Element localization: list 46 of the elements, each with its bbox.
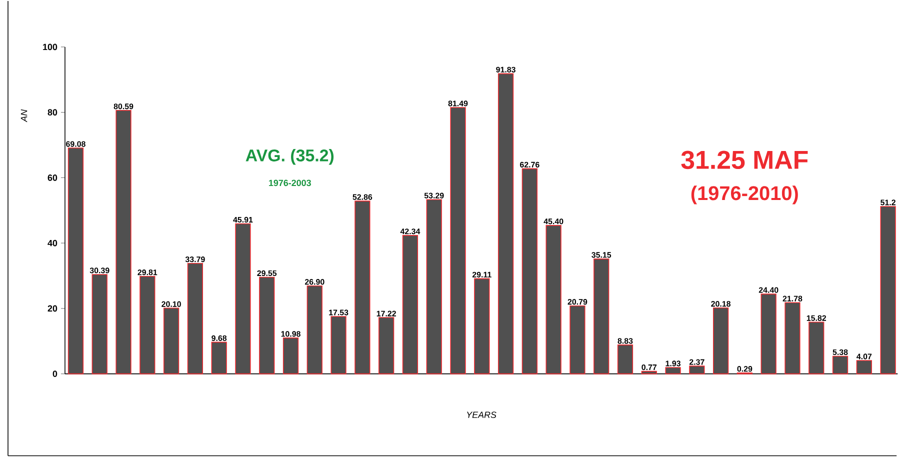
bar — [402, 235, 418, 374]
annotation: 1976-2003 — [269, 180, 311, 186]
x-axis-title: YEARS — [467, 412, 496, 418]
bar — [760, 294, 776, 374]
bar — [259, 276, 275, 374]
bar — [450, 107, 466, 374]
bar — [546, 225, 562, 374]
bar — [116, 110, 132, 374]
annotation: 31.25 MAF — [681, 150, 808, 170]
y-tick-label: 60 — [48, 174, 58, 181]
y-axis-title: AN — [20, 109, 28, 122]
bar — [832, 356, 848, 374]
bar — [594, 258, 610, 374]
bar — [689, 366, 705, 374]
bar — [617, 344, 634, 374]
bar — [68, 148, 84, 374]
bar — [306, 286, 322, 374]
bar — [163, 308, 180, 374]
bar — [498, 73, 514, 374]
bar — [426, 199, 442, 374]
bar — [235, 223, 251, 374]
bar — [282, 338, 299, 374]
y-tick-label: 40 — [48, 240, 58, 246]
bar — [187, 263, 203, 374]
bar — [713, 308, 729, 374]
y-tick-label: 0 — [52, 370, 58, 378]
bar — [140, 276, 156, 374]
bar — [665, 367, 681, 374]
bar — [378, 317, 394, 374]
bar — [808, 322, 824, 374]
y-tick-label: 80 — [48, 109, 58, 116]
bar — [570, 306, 586, 374]
y-tick-label: 100 — [43, 44, 58, 50]
bar — [330, 316, 346, 374]
bar — [354, 200, 370, 374]
bar — [784, 302, 800, 374]
annotation: AVG. (35.2) — [246, 149, 334, 165]
bar — [522, 168, 538, 374]
annotation: (1976-2010) — [691, 186, 798, 204]
bar — [641, 371, 657, 374]
bar — [856, 360, 872, 374]
bar — [880, 206, 896, 374]
bar — [92, 274, 108, 374]
y-tick-label: 20 — [48, 305, 58, 312]
bar — [474, 278, 490, 374]
bar — [211, 342, 227, 374]
